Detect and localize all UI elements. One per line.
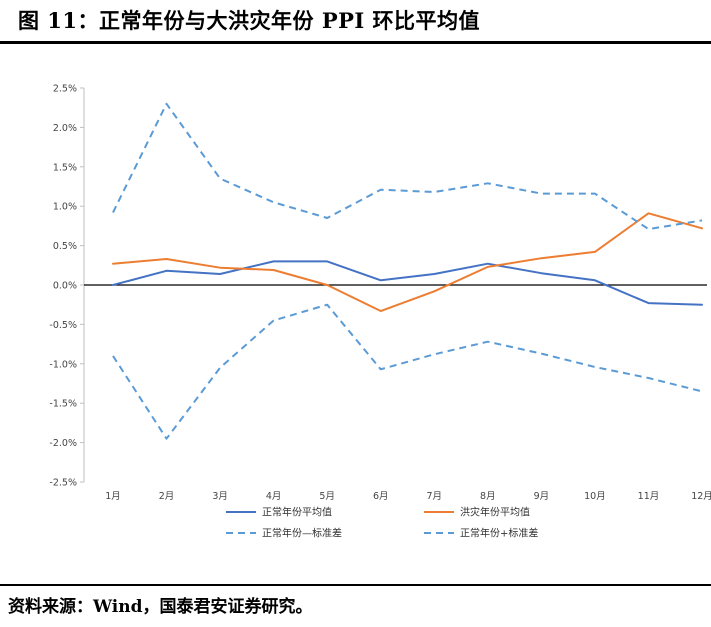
x-tick-label: 10月	[584, 491, 606, 502]
x-tick-label: 7月	[426, 491, 442, 502]
x-tick-label: 9月	[534, 491, 550, 502]
y-tick-label: 1.0%	[53, 202, 77, 213]
series-line-1	[112, 260, 703, 306]
axes-layer: 2.5% 2.0% 1.5% 1.0% 0.5% 0.0% -0.5% -1.0% -1.5% -…	[49, 84, 711, 503]
y-tick-label: -1.0%	[49, 359, 77, 370]
x-tick-label: 4月	[266, 491, 282, 502]
y-tick-label: 1.5%	[53, 162, 77, 173]
y-tick-label: -2.5%	[49, 478, 77, 489]
y-tick-label: 2.0%	[53, 123, 77, 134]
source-note: 资料来源：Wind，国泰君安证券研究。	[8, 597, 313, 617]
x-tick-label: 6月	[373, 491, 389, 502]
x-tick-label: 2月	[159, 491, 175, 502]
legend-label: 正常年份平均值	[262, 506, 332, 519]
x-tick-label: 11月	[638, 491, 660, 502]
legend-label: 正常年份—标准差	[262, 527, 342, 540]
source-rule	[0, 584, 711, 586]
x-tick-label: 1月	[105, 491, 121, 502]
y-tick-label: 0.0%	[53, 281, 77, 292]
legend-label: 正常年份+标准差	[460, 527, 538, 540]
series-line-4	[112, 102, 703, 231]
y-tick-label: 2.5%	[53, 84, 77, 95]
figure-title: 图 11：正常年份与大洪灾年份 PPI 环比平均值	[18, 8, 481, 33]
x-tick-label: 12月	[691, 491, 711, 502]
y-tick-label: -0.5%	[49, 320, 77, 331]
x-tick-label: 8月	[480, 491, 496, 502]
legend-label: 洪灾年份平均值	[460, 506, 530, 519]
line-chart: 2.5% 2.0% 1.5% 1.0% 0.5% 0.0% -0.5% -1.0% -1.5% -…	[49, 84, 711, 540]
series-layer	[112, 102, 703, 440]
series-line-2	[112, 212, 703, 312]
y-tick-label: 0.5%	[53, 241, 77, 252]
y-tick-label: -2.0%	[49, 438, 77, 449]
x-tick-label: 5月	[319, 491, 335, 502]
title-rule	[0, 41, 711, 44]
series-line-3	[112, 303, 703, 440]
x-tick-label: 3月	[212, 491, 228, 502]
y-tick-label: -1.5%	[49, 399, 77, 410]
